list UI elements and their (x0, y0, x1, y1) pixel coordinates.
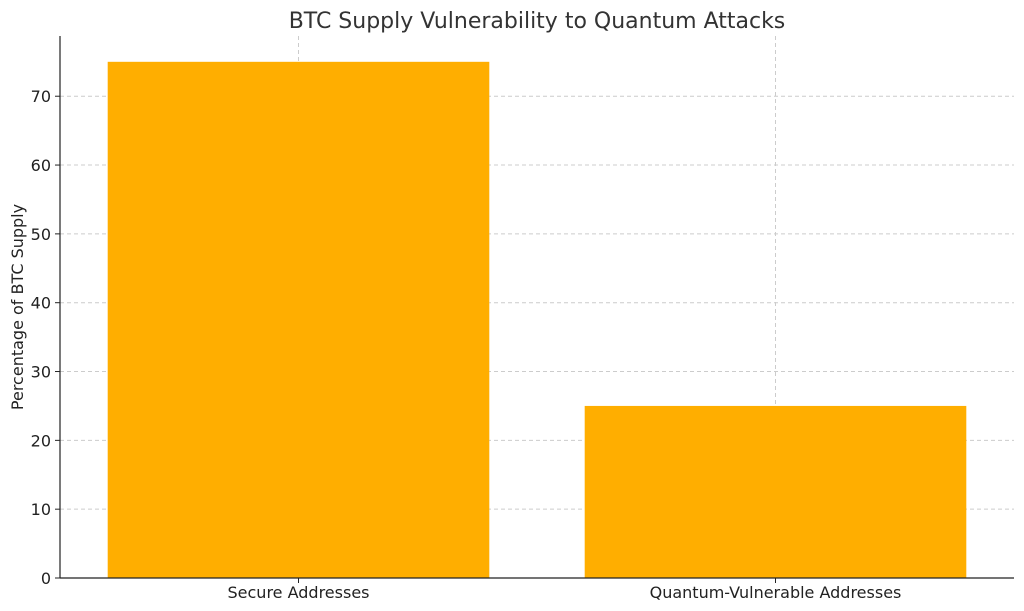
x-tick-label: Secure Addresses (228, 583, 370, 602)
bar (584, 405, 967, 578)
chart-title: BTC Supply Vulnerability to Quantum Atta… (289, 9, 786, 34)
y-tick-label: 30 (31, 363, 51, 382)
y-tick-label: 50 (31, 225, 51, 244)
x-tick-label: Quantum-Vulnerable Addresses (650, 583, 902, 602)
bar (107, 61, 490, 579)
y-tick-label: 60 (31, 156, 51, 175)
y-axis-label: Percentage of BTC Supply (8, 204, 27, 410)
axis-ticks: 0 10 20 30 40 50 60 70 Secure Addresses Quantum-V… (31, 87, 902, 602)
y-tick-label: 0 (41, 569, 51, 588)
y-tick-label: 40 (31, 294, 51, 313)
bars (107, 61, 967, 579)
y-tick-label: 70 (31, 87, 51, 106)
y-tick-label: 20 (31, 431, 51, 450)
y-tick-label: 10 (31, 500, 51, 519)
